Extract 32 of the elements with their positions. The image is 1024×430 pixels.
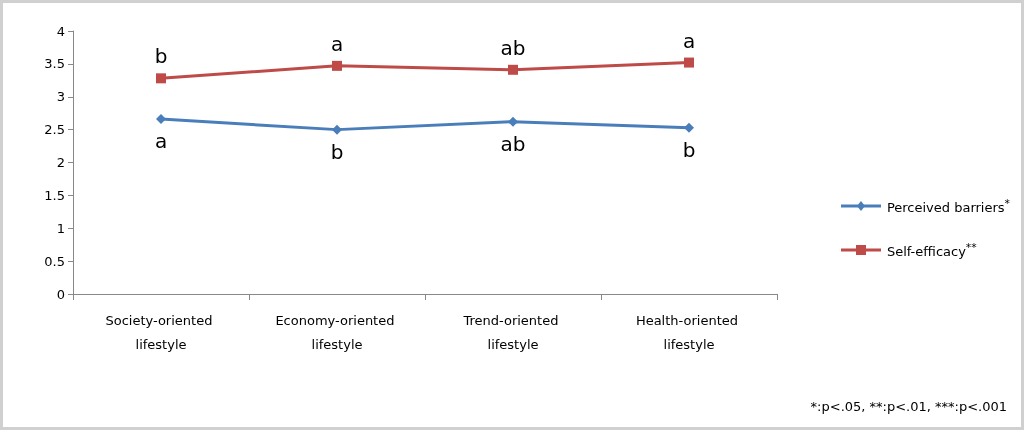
- y-tick-label: 0.5: [44, 253, 65, 269]
- y-tick-label: 2: [56, 155, 65, 170]
- point: [156, 114, 166, 125]
- text: *:p<.05, **:p<.01, ***:p<.001: [810, 399, 1008, 414]
- legend-label: Perceived barriers$^{*}$: [886, 196, 1010, 216]
- annotation: ab: [500, 35, 526, 60]
- annotation: b: [154, 44, 168, 69]
- annotation: b: [330, 139, 344, 164]
- y-tick-label: 4: [56, 23, 65, 39]
- point: [684, 122, 694, 133]
- annotation: b: [682, 137, 696, 162]
- annotation: ab: [500, 131, 526, 156]
- point: [332, 124, 342, 135]
- y-tick-label: 3: [56, 89, 65, 105]
- annotation: a: [330, 31, 344, 56]
- annotation: a: [154, 129, 168, 154]
- x-tick-label: Economy-oriented lifestyle: [275, 312, 399, 352]
- legend-label: Self-efficacy$^{**}$: [886, 240, 977, 260]
- y-tick-label: 1.5: [44, 187, 65, 203]
- y-tick-label: 1: [56, 220, 65, 236]
- annotation: a: [682, 28, 696, 53]
- x-tick-label: Society-oriented lifestyle: [105, 312, 217, 352]
- point: [332, 60, 342, 71]
- y-tick-label: 2.5: [44, 122, 65, 138]
- point: [508, 64, 518, 75]
- x-tick-label: Health-oriented lifestyle: [635, 312, 743, 352]
- point: [508, 116, 518, 127]
- x-tick-label: Trend-oriented lifestyle: [462, 312, 563, 352]
- y-tick-label: 0: [56, 286, 65, 302]
- point: [156, 73, 166, 84]
- y-tick-label: 3.5: [44, 56, 65, 72]
- point: [684, 57, 694, 68]
